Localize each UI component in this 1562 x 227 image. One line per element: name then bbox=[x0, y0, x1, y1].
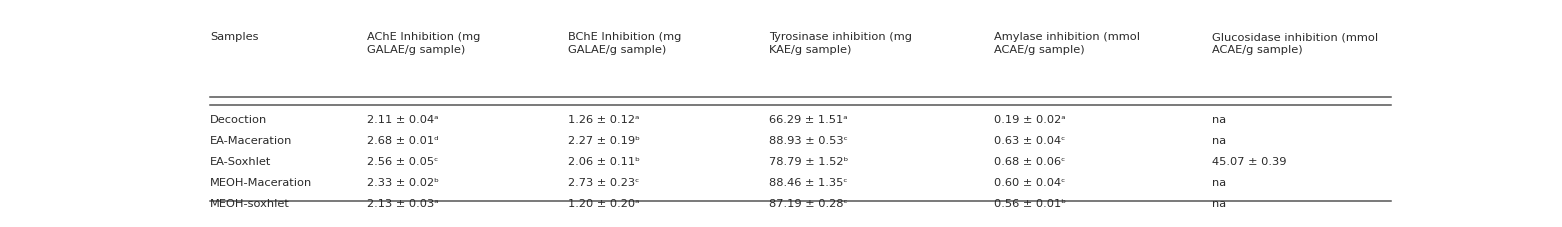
Text: 2.56 ± 0.05ᶜ: 2.56 ± 0.05ᶜ bbox=[367, 158, 439, 168]
Text: 2.33 ± 0.02ᵇ: 2.33 ± 0.02ᵇ bbox=[367, 178, 439, 188]
Text: 66.29 ± 1.51ᵃ: 66.29 ± 1.51ᵃ bbox=[769, 115, 848, 125]
Text: EA-Soxhlet: EA-Soxhlet bbox=[209, 158, 272, 168]
Text: Glucosidase inhibition (mmol
ACAE/g sample): Glucosidase inhibition (mmol ACAE/g samp… bbox=[1212, 32, 1378, 55]
Text: 87.19 ± 0.28ᶜ: 87.19 ± 0.28ᶜ bbox=[769, 199, 848, 209]
Text: 0.63 ± 0.04ᶜ: 0.63 ± 0.04ᶜ bbox=[993, 136, 1065, 146]
Text: 0.60 ± 0.04ᶜ: 0.60 ± 0.04ᶜ bbox=[993, 178, 1065, 188]
Text: 0.68 ± 0.06ᶜ: 0.68 ± 0.06ᶜ bbox=[993, 158, 1065, 168]
Text: 2.06 ± 0.11ᵇ: 2.06 ± 0.11ᵇ bbox=[569, 158, 640, 168]
Text: na: na bbox=[1212, 136, 1226, 146]
Text: 88.46 ± 1.35ᶜ: 88.46 ± 1.35ᶜ bbox=[769, 178, 848, 188]
Text: na: na bbox=[1212, 178, 1226, 188]
Text: 2.11 ± 0.04ᵃ: 2.11 ± 0.04ᵃ bbox=[367, 115, 439, 125]
Text: Amylase inhibition (mmol
ACAE/g sample): Amylase inhibition (mmol ACAE/g sample) bbox=[993, 32, 1140, 55]
Text: 0.19 ± 0.02ᵃ: 0.19 ± 0.02ᵃ bbox=[993, 115, 1065, 125]
Text: 1.26 ± 0.12ᵃ: 1.26 ± 0.12ᵃ bbox=[569, 115, 639, 125]
Text: Samples: Samples bbox=[209, 32, 258, 42]
Text: 0.56 ± 0.01ᵇ: 0.56 ± 0.01ᵇ bbox=[993, 199, 1067, 209]
Text: 2.73 ± 0.23ᶜ: 2.73 ± 0.23ᶜ bbox=[569, 178, 639, 188]
Text: EA-Maceration: EA-Maceration bbox=[209, 136, 292, 146]
Text: AChE Inhibition (mg
GALAE/g sample): AChE Inhibition (mg GALAE/g sample) bbox=[367, 32, 481, 55]
Text: 88.93 ± 0.53ᶜ: 88.93 ± 0.53ᶜ bbox=[769, 136, 848, 146]
Text: MEOH-Maceration: MEOH-Maceration bbox=[209, 178, 312, 188]
Text: 1.20 ± 0.20ᵃ: 1.20 ± 0.20ᵃ bbox=[569, 199, 639, 209]
Text: BChE Inhibition (mg
GALAE/g sample): BChE Inhibition (mg GALAE/g sample) bbox=[569, 32, 681, 55]
Text: 2.27 ± 0.19ᵇ: 2.27 ± 0.19ᵇ bbox=[569, 136, 640, 146]
Text: 2.13 ± 0.03ᵃ: 2.13 ± 0.03ᵃ bbox=[367, 199, 439, 209]
Text: na: na bbox=[1212, 199, 1226, 209]
Text: 78.79 ± 1.52ᵇ: 78.79 ± 1.52ᵇ bbox=[769, 158, 848, 168]
Text: MEOH-soxhlet: MEOH-soxhlet bbox=[209, 199, 289, 209]
Text: na: na bbox=[1212, 115, 1226, 125]
Text: 45.07 ± 0.39: 45.07 ± 0.39 bbox=[1212, 158, 1287, 168]
Text: Tyrosinase inhibition (mg
KAE/g sample): Tyrosinase inhibition (mg KAE/g sample) bbox=[769, 32, 912, 55]
Text: 2.68 ± 0.01ᵈ: 2.68 ± 0.01ᵈ bbox=[367, 136, 439, 146]
Text: Decoction: Decoction bbox=[209, 115, 267, 125]
